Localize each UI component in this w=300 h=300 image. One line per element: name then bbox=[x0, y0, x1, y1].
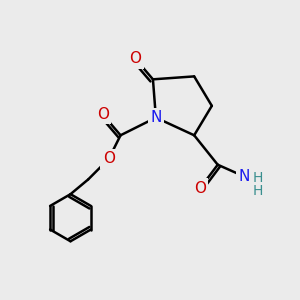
Text: O: O bbox=[129, 51, 141, 66]
Text: H: H bbox=[252, 171, 263, 185]
Text: O: O bbox=[103, 151, 115, 166]
Text: N: N bbox=[238, 169, 250, 184]
Text: N: N bbox=[150, 110, 162, 125]
Text: O: O bbox=[97, 107, 109, 122]
Text: O: O bbox=[194, 181, 206, 196]
Text: H: H bbox=[252, 184, 263, 198]
